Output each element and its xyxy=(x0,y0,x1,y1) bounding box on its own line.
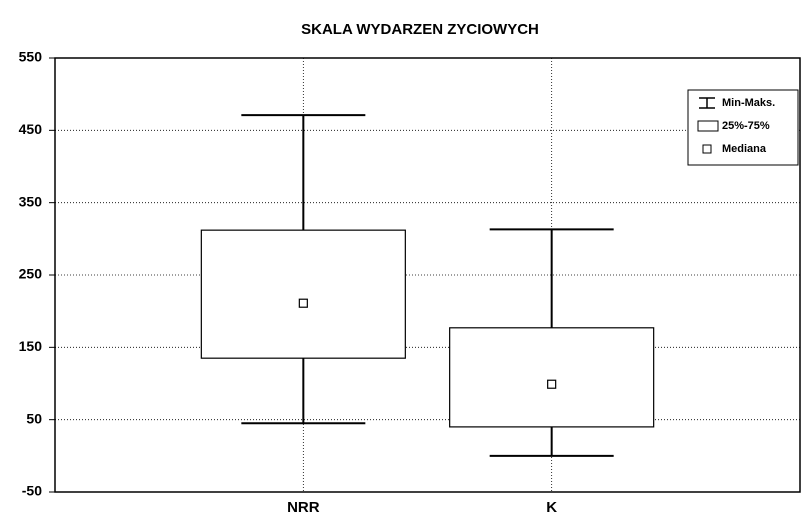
chart-title: SKALA WYDARZEN ZYCIOWYCH xyxy=(301,21,539,38)
median xyxy=(547,379,557,389)
legend-label: Min-Maks. xyxy=(722,97,775,109)
y-tick-label: -50 xyxy=(22,483,42,499)
y-tick-label: 250 xyxy=(19,266,43,282)
legend-label: Mediana xyxy=(722,143,767,155)
y-tick-label: 150 xyxy=(19,338,43,354)
y-tick-label: 350 xyxy=(19,193,43,209)
legend-label: 25%-75% xyxy=(722,120,770,132)
box xyxy=(200,229,406,359)
legend-swatch xyxy=(702,144,712,154)
median xyxy=(298,298,308,308)
legend-swatch xyxy=(697,120,719,132)
y-tick-label: 550 xyxy=(19,49,43,65)
x-tick-label: NRR xyxy=(287,499,320,516)
box xyxy=(449,327,655,428)
y-tick-label: 50 xyxy=(26,410,42,426)
x-tick-label: K xyxy=(546,499,557,516)
y-tick-label: 450 xyxy=(19,121,43,137)
plot-frame xyxy=(54,57,801,493)
